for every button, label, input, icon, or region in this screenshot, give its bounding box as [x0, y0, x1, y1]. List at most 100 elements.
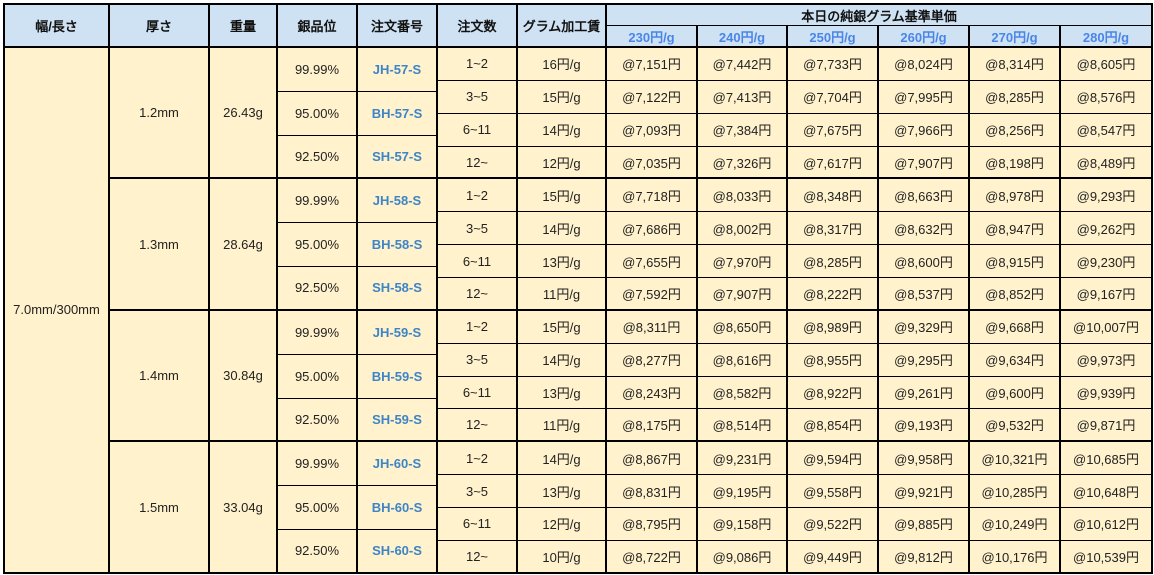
quantity-cell: 3~5	[438, 212, 518, 246]
fee-cell: 14円/g	[518, 343, 607, 377]
fee-cell: 15円/g	[518, 179, 607, 213]
fee-cell: 12円/g	[518, 146, 607, 180]
price-cell: @8,033円	[698, 179, 788, 213]
price-cell: @8,852円	[970, 278, 1061, 311]
order-code-cell: SH-57-S	[358, 135, 438, 180]
header-base-price: 270円/g	[970, 26, 1061, 48]
price-cell: @7,093円	[607, 113, 698, 147]
price-cell: @9,921円	[879, 475, 970, 509]
price-cell: @9,600円	[970, 376, 1061, 410]
thickness-cell: 1.4mm	[110, 310, 210, 443]
price-cell: @7,966円	[879, 113, 970, 147]
price-cell: @10,539円	[1061, 540, 1153, 574]
price-cell: @7,035円	[607, 146, 698, 180]
header-base-price: 240円/g	[698, 26, 788, 48]
price-cell: @8,663円	[879, 179, 970, 213]
price-cell: @8,489円	[1061, 146, 1153, 180]
quantity-cell: 12~	[438, 278, 518, 311]
price-cell: @10,685円	[1061, 442, 1153, 476]
quantity-cell: 1~2	[438, 310, 518, 344]
price-cell: @9,449円	[788, 540, 879, 574]
price-cell: @9,195円	[698, 475, 788, 509]
purity-cell: 92.50%	[278, 398, 358, 443]
price-cell: @9,558円	[788, 475, 879, 509]
price-cell: @8,256円	[970, 113, 1061, 147]
weight-cell: 30.84g	[210, 310, 278, 443]
purity-cell: 92.50%	[278, 267, 358, 311]
price-cell: @7,442円	[698, 48, 788, 81]
price-cell: @9,086円	[698, 540, 788, 574]
quantity-cell: 12~	[438, 409, 518, 443]
price-cell: @8,311円	[607, 310, 698, 344]
price-cell: @8,002円	[698, 212, 788, 246]
header-width-length: 幅/長さ	[5, 5, 110, 48]
header-base-price-title: 本日の純銀グラム基準単価	[607, 5, 1153, 26]
quantity-cell: 1~2	[438, 48, 518, 81]
order-code-cell: BH-58-S	[358, 223, 438, 268]
header-base-price: 230円/g	[607, 26, 698, 48]
thickness-cell: 1.5mm	[110, 442, 210, 574]
price-cell: @7,326円	[698, 146, 788, 180]
price-cell: @8,955円	[788, 343, 879, 377]
price-cell: @8,616円	[698, 343, 788, 377]
price-cell: @7,592円	[607, 278, 698, 311]
price-cell: @10,321円	[970, 442, 1061, 476]
price-cell: @8,285円	[788, 245, 879, 279]
header-base-price: 260円/g	[879, 26, 970, 48]
quantity-cell: 6~11	[438, 113, 518, 147]
order-code-cell: JH-58-S	[358, 179, 438, 224]
price-cell: @8,285円	[970, 80, 1061, 114]
price-cell: @8,024円	[879, 48, 970, 81]
header-base-price: 250円/g	[788, 26, 879, 48]
price-cell: @9,812円	[879, 540, 970, 574]
price-cell: @8,317円	[788, 212, 879, 246]
order-code-cell: SH-58-S	[358, 267, 438, 311]
purity-cell: 99.99%	[278, 310, 358, 355]
price-cell: @8,978円	[970, 179, 1061, 213]
purity-cell: 95.00%	[278, 223, 358, 268]
fee-cell: 13円/g	[518, 245, 607, 279]
fee-cell: 11円/g	[518, 409, 607, 443]
header-quantity: 注文数	[438, 5, 518, 48]
price-cell: @7,151円	[607, 48, 698, 81]
purity-cell: 99.99%	[278, 48, 358, 92]
price-cell: @8,915円	[970, 245, 1061, 279]
price-cell: @9,261円	[879, 376, 970, 410]
price-cell: @9,668円	[970, 310, 1061, 344]
quantity-cell: 3~5	[438, 343, 518, 377]
price-cell: @8,537円	[879, 278, 970, 311]
price-cell: @8,605円	[1061, 48, 1153, 81]
header-thickness: 厚さ	[110, 5, 210, 48]
purity-cell: 99.99%	[278, 179, 358, 224]
header-base-price: 280円/g	[1061, 26, 1153, 48]
price-cell: @7,617円	[788, 146, 879, 180]
price-cell: @9,594円	[788, 442, 879, 476]
price-cell: @8,175円	[607, 409, 698, 443]
fee-cell: 15円/g	[518, 310, 607, 344]
fee-cell: 13円/g	[518, 376, 607, 410]
purity-cell: 92.50%	[278, 529, 358, 574]
price-cell: @9,158円	[698, 508, 788, 541]
weight-cell: 33.04g	[210, 442, 278, 574]
price-cell: @7,718円	[607, 179, 698, 213]
price-cell: @9,973円	[1061, 343, 1153, 377]
price-cell: @9,293円	[1061, 179, 1153, 213]
purity-cell: 95.00%	[278, 486, 358, 530]
price-cell: @9,958円	[879, 442, 970, 476]
thickness-cell: 1.3mm	[110, 179, 210, 311]
price-cell: @10,648円	[1061, 475, 1153, 509]
price-cell: @8,314円	[970, 48, 1061, 81]
price-cell: @9,167円	[1061, 278, 1153, 311]
purity-cell: 95.00%	[278, 91, 358, 136]
price-cell: @9,939円	[1061, 376, 1153, 410]
price-cell: @9,634円	[970, 343, 1061, 377]
quantity-cell: 6~11	[438, 245, 518, 279]
header-processing-fee: グラム加工賃	[518, 5, 607, 48]
fee-cell: 11円/g	[518, 278, 607, 311]
price-cell: @8,795円	[607, 508, 698, 541]
order-code-cell: JH-60-S	[358, 442, 438, 487]
price-cell: @8,722円	[607, 540, 698, 574]
price-cell: @9,532円	[970, 409, 1061, 443]
price-cell: @9,885円	[879, 508, 970, 541]
price-cell: @8,947円	[970, 212, 1061, 246]
